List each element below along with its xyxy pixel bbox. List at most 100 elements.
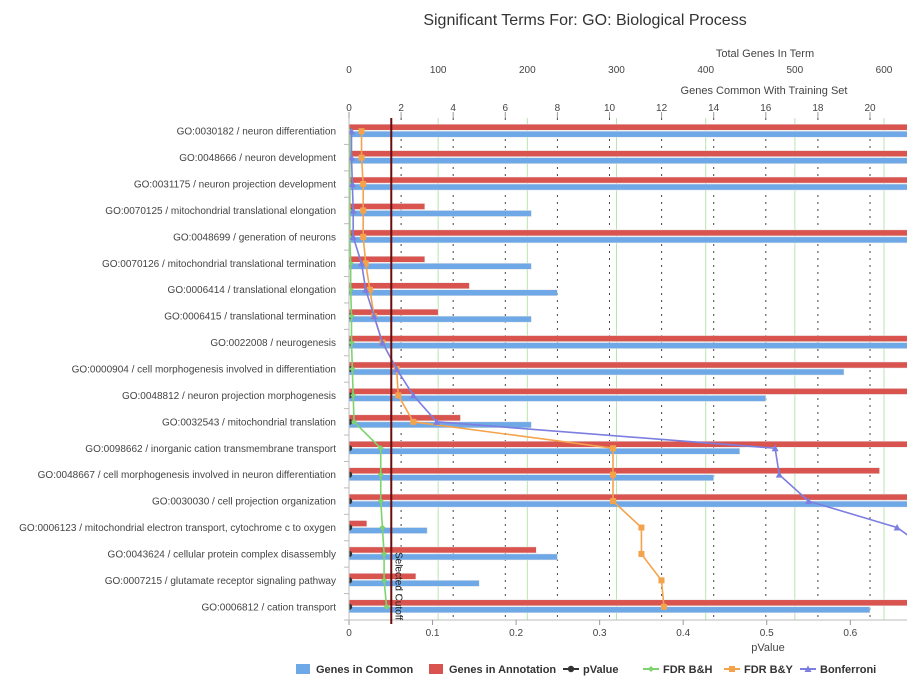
- point-fdr-b-y: [610, 471, 617, 478]
- bar-genes-in-common: [349, 395, 767, 402]
- legend-swatch-genes-in-annotation: [429, 664, 443, 674]
- legend-label-fdr-b-y: FDR B&Y: [744, 664, 794, 676]
- point-fdr-b-y: [360, 233, 367, 240]
- category-label: GO:0000904 / cell morphogenesis involved…: [72, 365, 336, 376]
- bar-genes-in-annotation: [349, 573, 417, 580]
- tick-label-common: 10: [604, 103, 616, 114]
- bar-genes-in-annotation: [349, 335, 907, 342]
- category-label: GO:0006414 / translational elongation: [168, 285, 336, 296]
- bar-genes-in-common: [349, 342, 907, 349]
- legend-label-pvalue: pValue: [583, 664, 618, 676]
- point-bonferroni: [893, 524, 901, 531]
- bar-genes-in-common: [349, 474, 714, 481]
- bar-genes-in-annotation: [349, 599, 907, 607]
- legend-label-bonferroni: Bonferroni: [820, 664, 876, 676]
- point-pvalue: [349, 445, 353, 452]
- point-fdr-b-h: [349, 366, 356, 372]
- point-bonferroni: [433, 418, 441, 425]
- bar-genes-in-annotation: [349, 229, 907, 237]
- category-label: GO:0032543 / mitochondrial translation: [162, 417, 336, 428]
- bar-genes-in-common: [349, 606, 871, 614]
- bar-genes-in-common: [349, 553, 558, 561]
- bar-genes-in-common: [349, 157, 907, 164]
- point-fdr-b-y: [360, 207, 367, 214]
- point-fdr-b-y: [610, 445, 617, 452]
- point-fdr-b-h: [349, 339, 355, 346]
- tick-label-common: 20: [864, 103, 876, 114]
- tick-label-pvalue: 0.3: [593, 628, 607, 639]
- point-fdr-b-h: [377, 498, 384, 505]
- bar-genes-in-annotation: [349, 282, 470, 289]
- point-fdr-b-h: [350, 392, 357, 399]
- bar-genes-in-common: [349, 527, 428, 534]
- point-fdr-b-h: [351, 418, 358, 425]
- legend-label-genes-in-common: Genes in Common: [316, 664, 413, 676]
- point-fdr-b-h: [377, 445, 384, 452]
- bar-genes-in-annotation: [349, 546, 537, 554]
- category-label: GO:0048666 / neuron development: [179, 153, 336, 164]
- point-bonferroni: [378, 339, 386, 346]
- axis-title-total-genes: Total Genes In Term: [716, 48, 814, 60]
- tick-label-common: 12: [656, 103, 668, 114]
- point-fdr-b-y: [358, 128, 365, 135]
- bar-genes-in-annotation: [349, 493, 907, 501]
- bar-genes-in-annotation: [349, 176, 907, 184]
- point-fdr-b-y: [358, 154, 365, 161]
- bar-genes-in-common: [349, 183, 907, 191]
- point-fdr-b-y: [638, 550, 645, 557]
- tick-label-pvalue: 0.1: [426, 628, 440, 639]
- tick-label-pvalue: 0.6: [843, 628, 857, 639]
- chart-title: Significant Terms For: GO: Biological Pr…: [423, 12, 746, 29]
- point-fdr-b-h: [381, 577, 388, 584]
- point-fdr-b-h: [381, 550, 388, 557]
- bar-genes-in-common: [349, 130, 907, 138]
- bar-genes-in-annotation: [349, 150, 907, 157]
- axis-title-pvalue: pValue: [751, 642, 784, 654]
- tick-label-pvalue: 0: [346, 628, 352, 639]
- bar-genes-in-annotation: [349, 388, 907, 395]
- axis-layer: 0100200300400500600700800900100011001200…: [19, 65, 907, 639]
- category-label: GO:0098662 / inorganic cation transmembr…: [85, 444, 336, 455]
- point-bonferroni: [370, 312, 378, 320]
- point-pvalue: [349, 497, 353, 505]
- point-bonferroni: [393, 365, 401, 372]
- bar-genes-in-annotation: [349, 441, 907, 448]
- point-fdr-b-h: [349, 233, 353, 240]
- category-label: GO:0030182 / neuron differentiation: [177, 127, 336, 138]
- bar-genes-in-common: [349, 368, 845, 376]
- point-bonferroni: [805, 497, 813, 505]
- bar-genes-in-annotation: [349, 414, 461, 422]
- category-label: GO:0030030 / cell projection organizatio…: [152, 497, 336, 508]
- tick-label-total: 500: [787, 65, 804, 76]
- tick-label-common: 16: [760, 103, 772, 114]
- point-fdr-b-h: [349, 313, 355, 320]
- point-bonferroni: [349, 206, 357, 214]
- point-pvalue: [349, 524, 353, 531]
- selected-cutoff: Selected Cutoff: [390, 118, 403, 624]
- category-label: GO:0007215 / glutamate receptor signalin…: [105, 576, 336, 587]
- point-fdr-b-y: [638, 524, 645, 531]
- legend-label-genes-in-annotation: Genes in Annotation: [449, 664, 556, 676]
- point-bonferroni: [358, 259, 366, 267]
- point-fdr-b-h: [379, 524, 386, 531]
- legend-marker-fdr-b-y: [729, 666, 735, 672]
- tick-label-total: 100: [430, 65, 447, 76]
- tick-label-common: 0: [346, 103, 352, 114]
- legend-marker-pvalue: [567, 665, 575, 673]
- category-label: GO:0022008 / neurogenesis: [210, 338, 336, 349]
- category-label: GO:0031175 / neuron projection developme…: [134, 180, 336, 191]
- point-fdr-b-y: [660, 603, 667, 610]
- tick-label-total: 600: [876, 65, 893, 76]
- tick-label-total: 400: [697, 65, 714, 76]
- bar-layer: [349, 123, 907, 614]
- category-label: GO:0048812 / neuron projection morphogen…: [122, 391, 336, 402]
- bar-genes-in-common: [349, 580, 480, 587]
- point-pvalue: [349, 550, 353, 558]
- bar-genes-in-annotation: [349, 361, 907, 369]
- bar-genes-in-common: [349, 500, 907, 508]
- point-bonferroni: [362, 286, 370, 293]
- point-pvalue: [349, 471, 353, 478]
- tick-label-pvalue: 0.5: [760, 628, 774, 639]
- point-fdr-b-h: [349, 260, 354, 267]
